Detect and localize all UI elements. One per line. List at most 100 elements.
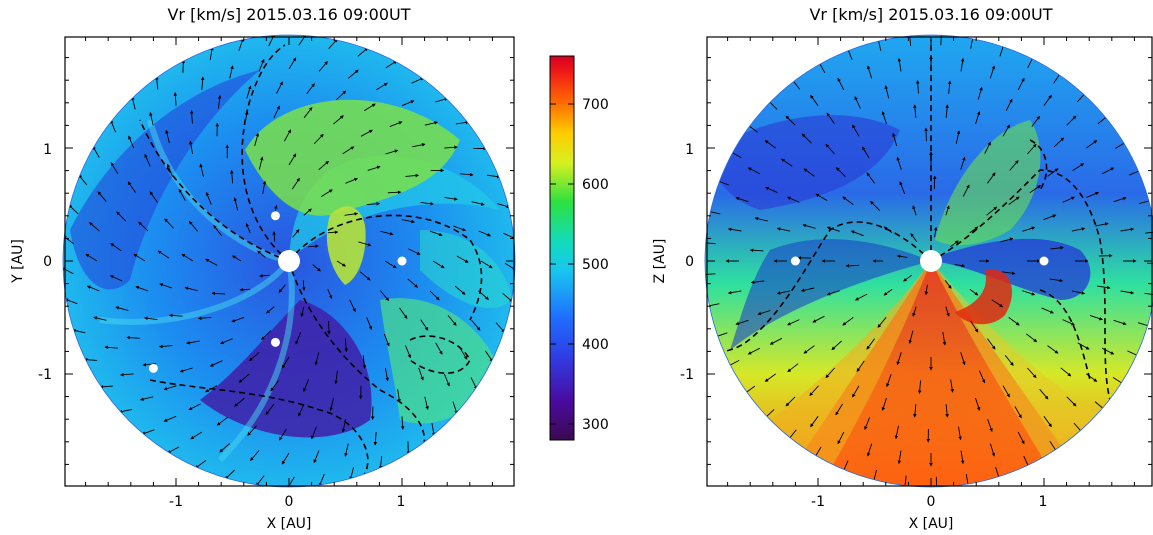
right-velocity-arrow [870,200,881,211]
right-velocity-arrow [1008,317,1020,326]
right-velocity-arrow [924,284,929,296]
right-velocity-arrow [800,287,815,292]
left-velocity-arrow [261,330,272,341]
left-velocity-arrow [186,340,200,345]
right-velocity-arrow [970,320,979,333]
left-velocity-arrow [247,425,257,436]
left-velocity-arrow [318,61,328,72]
left-velocity-arrow [265,403,275,415]
left-velocity-arrow [166,163,173,177]
right-velocity-arrow [908,330,914,344]
left-velocity-arrow [278,284,286,293]
left-velocity-arrow [138,221,149,232]
left-velocity-arrow [344,443,349,457]
right-velocity-arrow [866,65,873,79]
right-domain-edge [704,34,1153,488]
right-velocity-arrow [903,274,912,282]
left-velocity-arrow [358,241,372,247]
left-velocity-arrow [314,352,320,366]
left-velocity-arrow [254,132,260,147]
left-axes-ticks [65,37,514,486]
left-velocity-arrow [313,450,320,464]
left-velocity-arrow [133,253,146,262]
right-velocity-arrow [1120,290,1135,295]
right-velocity-arrow [913,104,917,118]
right-velocity-arrow [947,80,952,94]
left-velocity-arrow [335,90,347,101]
left-velocity-arrow [380,230,394,236]
left-velocity-arrow [99,384,113,389]
right-velocity-arrow [1009,160,1019,171]
left-velocity-arrow [109,275,123,282]
left-velocity-arrow [189,140,194,155]
left-velocity-arrow [159,283,173,289]
left-velocity-arrow [327,230,339,235]
left-velocity-arrow [302,280,306,291]
left-velocity-arrow [444,145,458,150]
left-velocity-arrow [250,450,260,461]
right-velocity-arrow [917,380,922,395]
left-velocity-arrow [418,367,424,381]
right-velocity-arrow [896,254,908,259]
left-velocity-arrow [268,35,275,47]
left-velocity-arrow [158,344,173,349]
right-velocity-arrow [1027,367,1037,379]
left-velocity-arrow [168,313,183,318]
left-dark-band [70,70,260,290]
left-velocity-arrow [366,202,381,206]
left-velocity-arrow [407,278,419,288]
left-velocity-arrow [328,38,338,50]
left-velocity-arrow [459,347,468,360]
colorbar-tick-300: 300 [582,417,609,433]
right-velocity-arrow [750,280,765,284]
right-velocity-arrow [1005,98,1013,112]
right-velocity-arrow [854,293,868,301]
left-streak-2 [99,259,292,325]
left-velocity-arrow [155,75,159,90]
right-velocity-arrow [864,417,871,431]
right-velocity-arrow [1043,214,1057,221]
right-panel: Vr [km/s] 2015.03.16 09:00UT [652,5,1153,532]
left-velocity-arrow [179,367,193,373]
colorbar-tick-700: 700 [582,97,609,113]
right-planet-2 [790,256,800,266]
right-velocity-arrow [1017,431,1025,445]
left-velocity-arrow [217,95,222,109]
left-velocity-arrow [68,204,79,215]
right-velocity-arrow [801,133,812,144]
left-velocity-arrow [110,162,119,175]
left-velocity-arrow [135,285,149,292]
left-velocity-arrow [231,255,242,262]
left-velocity-arrow [379,290,390,302]
right-velocity-arrow [815,193,828,201]
left-velocity-arrow [104,345,118,350]
right-velocity-arrow [945,205,950,216]
right-velocity-arrow [1041,307,1054,314]
left-velocity-arrow [435,97,449,103]
right-velocity-arrow [1086,140,1098,149]
colorbar-scale [549,55,575,441]
right-line-4 [1039,289,1091,381]
right-y-tick-neg1: -1 [680,367,694,383]
right-velocity-arrow [989,443,996,457]
right-velocity-arrow [969,226,979,234]
right-velocity-arrow [1022,290,1036,296]
right-velocity-arrow [939,35,944,46]
right-velocity-arrow [1047,345,1059,354]
right-velocity-arrow [1077,342,1090,350]
left-velocity-arrow [219,443,230,453]
left-velocity-arrow [257,250,266,258]
left-velocity-arrow [83,357,98,362]
left-velocity-arrow [197,316,212,320]
right-velocity-arrow [950,240,959,248]
right-velocity-arrow [1049,278,1064,283]
left-velocity-arrow [128,135,135,149]
left-streak-3 [217,260,295,463]
left-velocity-arrow [303,208,312,216]
right-velocity-arrow [842,196,854,205]
left-velocity-arrow [495,322,506,333]
right-velocity-arrow [978,370,986,384]
right-velocity-arrow [1029,185,1041,194]
left-velocity-arrow [443,373,450,387]
left-velocity-arrow [255,475,265,487]
